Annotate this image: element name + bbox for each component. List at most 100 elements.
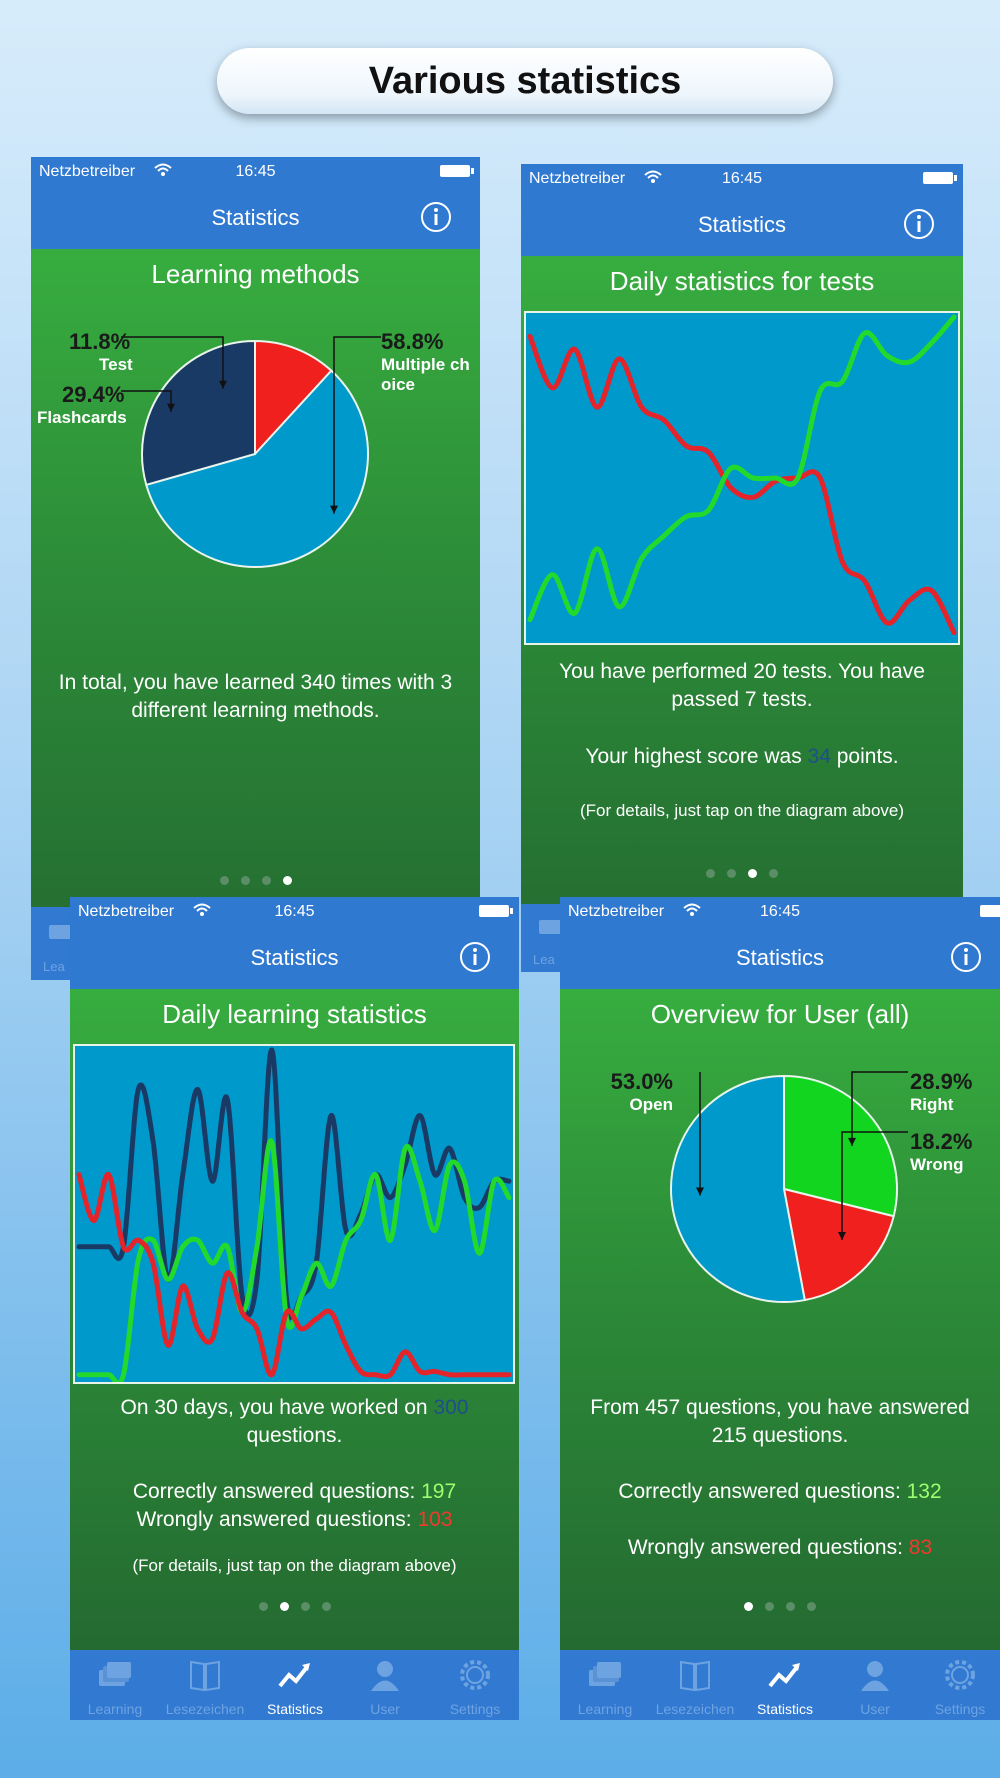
pie-slice-wrong[interactable] <box>782 1187 895 1302</box>
pie-slice-right[interactable] <box>783 1074 898 1218</box>
info-icon[interactable] <box>459 941 491 973</box>
navigation-bar: Statistics <box>70 927 519 990</box>
page-dot-active[interactable] <box>744 1602 753 1611</box>
section-heading: Overview for User (all) <box>650 999 910 1029</box>
pie-leader-line <box>851 1071 908 1146</box>
info-icon[interactable] <box>420 201 452 233</box>
section-heading: Daily statistics for tests <box>609 266 875 296</box>
cards-icon <box>539 920 561 934</box>
tab-label: Statistics <box>756 1701 813 1717</box>
tab-statistics[interactable]: Statistics <box>740 1650 830 1720</box>
tab-lesezeichen[interactable]: Lesezeichen <box>650 1650 740 1720</box>
pie-slice-flashcards[interactable] <box>141 339 256 487</box>
page-content: Overview for User (all) 53.0% Open 28.9% R… <box>560 989 1000 1650</box>
cards-icon <box>589 1662 621 1686</box>
tab-bar: Learning Lesezeichen Statistics User Set… <box>70 1650 519 1720</box>
nav-title: Statistics <box>250 945 339 970</box>
tab-label: Learning <box>577 1701 633 1717</box>
worked-summary: On 30 days, you have worked on 300 quest… <box>80 1394 509 1450</box>
status-time: 16:45 <box>721 170 763 187</box>
page-indicator[interactable] <box>70 1598 519 1611</box>
info-icon[interactable] <box>903 208 935 240</box>
page-content: Daily statistics for tests You have perf… <box>521 256 963 972</box>
user-overview-pie-chart[interactable] <box>560 1044 1000 1374</box>
page-dot[interactable] <box>769 869 778 878</box>
wrong-answers: Wrongly answered questions: 103 <box>80 1506 509 1534</box>
correct-label: Correctly answered questions: <box>132 1480 422 1503</box>
page-dot-active[interactable] <box>282 876 292 885</box>
section-heading: Daily learning statistics <box>162 999 427 1029</box>
phone-user-overview: Netzbetreiber 16:45 Statistics Overview … <box>560 897 1000 1720</box>
tab-bar: Learning Lesezeichen Statistics User Set… <box>560 1650 1000 1720</box>
page-dot[interactable] <box>261 876 271 885</box>
pie-leader-arrow <box>848 1137 856 1146</box>
wrong-answers: Wrongly answered questions: 83 <box>570 1534 990 1562</box>
pie-label-test-percent: 11.8% <box>69 329 131 354</box>
tab-learning[interactable]: Learning <box>70 1650 160 1720</box>
tab-learning-partial[interactable]: Lea <box>533 952 555 967</box>
pie-label-wrong: 18.2% Wrong <box>910 1129 972 1175</box>
page-dot[interactable] <box>300 1602 310 1611</box>
pie-label-open-text: Open <box>629 1095 673 1114</box>
phone-daily-learning: Netzbetreiber 16:45 Statistics Daily lea… <box>70 897 519 1720</box>
navigation-bar: Statistics <box>560 927 1000 990</box>
section-heading: Learning methods <box>151 259 360 289</box>
page-dot[interactable] <box>807 1602 816 1611</box>
pie-label-wrong-text: Wrong <box>910 1155 964 1174</box>
battery-icon <box>440 165 474 177</box>
page-dot[interactable] <box>240 876 250 885</box>
pie-label-right: 28.9% Right <box>910 1069 972 1115</box>
tests-summary: You have performed 20 tests. You have pa… <box>559 660 925 711</box>
pie-slice-open[interactable] <box>670 1074 806 1303</box>
page-indicator[interactable] <box>560 1598 1000 1611</box>
tab-lesezeichen[interactable]: Lesezeichen <box>160 1650 250 1720</box>
tab-statistics[interactable]: Statistics <box>250 1650 340 1720</box>
trend-icon <box>278 1663 310 1688</box>
page-indicator[interactable] <box>521 865 963 878</box>
wrong-value: 103 <box>417 1508 453 1531</box>
page-dot[interactable] <box>765 1602 774 1611</box>
page-dot[interactable] <box>786 1602 795 1611</box>
tabbar-partial: Lea <box>521 904 561 972</box>
page-dot-active[interactable] <box>748 869 757 878</box>
pie-leader-arrow <box>838 1231 846 1240</box>
page-dot[interactable] <box>706 869 715 878</box>
status-time: 16:45 <box>235 163 276 180</box>
tests-line-chart[interactable] <box>524 311 960 645</box>
wrong-label: Wrongly answered questions: <box>136 1508 418 1531</box>
trend-icon <box>768 1663 800 1688</box>
chart-series-line-3 <box>76 1172 512 1380</box>
tab-learning[interactable]: Learning <box>560 1650 650 1720</box>
pie-label-multiple-choice: 58.8% Multiple ch oice <box>381 329 470 395</box>
tab-user[interactable]: User <box>830 1650 920 1720</box>
page-dot-active[interactable] <box>279 1602 289 1611</box>
page-dot[interactable] <box>321 1602 331 1611</box>
tab-label: Settings <box>449 1701 501 1717</box>
wifi-icon <box>154 163 172 176</box>
correct-answers: Correctly answered questions: 197 <box>80 1478 509 1506</box>
tab-learning-partial[interactable]: Lea <box>43 959 65 974</box>
info-icon[interactable] <box>950 941 982 973</box>
page-dot[interactable] <box>258 1602 268 1611</box>
cards-icon <box>99 1662 131 1686</box>
learning-line-chart[interactable] <box>73 1044 515 1386</box>
pie-slice-multiple-choice[interactable] <box>145 369 369 568</box>
nav-title: Statistics <box>697 212 787 237</box>
tab-label: Lesezeichen <box>165 1701 245 1717</box>
learning-line-svg <box>76 1047 512 1386</box>
cards-icon <box>49 925 71 939</box>
pie-label-flashcards-text: Flashcards <box>37 408 127 427</box>
pie-leader-line <box>333 336 381 514</box>
tab-settings[interactable]: Settings <box>915 1650 1000 1720</box>
learning-methods-pie-chart[interactable] <box>31 309 480 639</box>
correct-answers: Correctly answered questions: 132 <box>570 1478 990 1506</box>
tab-settings[interactable]: Settings <box>430 1650 519 1720</box>
page-indicator[interactable] <box>31 872 480 885</box>
wrong-value: 83 <box>908 1536 933 1559</box>
details-hint: (For details, just tap on the diagram ab… <box>132 1556 457 1575</box>
pie-slice-test[interactable] <box>254 339 333 457</box>
page-dot[interactable] <box>219 876 229 885</box>
highest-score-value: 34 <box>807 745 831 768</box>
tab-user[interactable]: User <box>340 1650 430 1720</box>
page-dot[interactable] <box>727 869 736 878</box>
